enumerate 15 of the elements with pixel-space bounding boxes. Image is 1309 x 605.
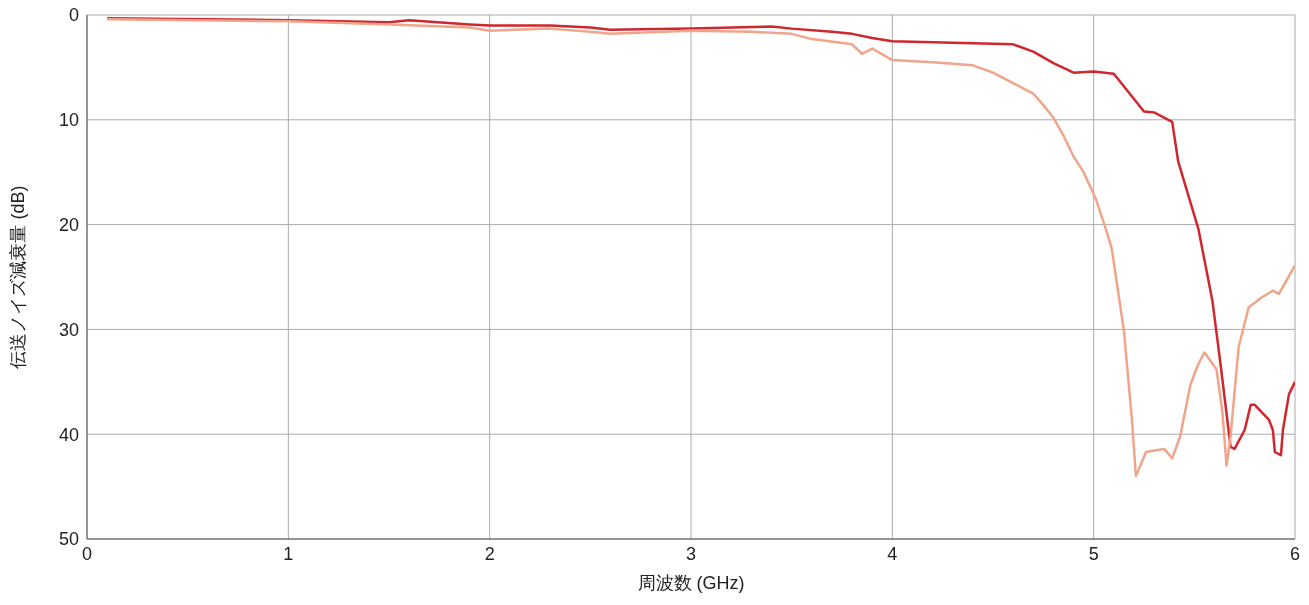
x-tick-label: 2 (484, 543, 495, 564)
x-axis-title: 周波数 (GHz) (637, 573, 745, 593)
y-tick-label: 0 (68, 5, 79, 26)
x-tick-label: 1 (283, 543, 294, 564)
x-tick-label: 3 (685, 543, 697, 564)
x-tick-label: 6 (1289, 543, 1301, 564)
x-tick-label: 4 (887, 543, 898, 564)
y-tick-label: 30 (58, 319, 79, 340)
y-axis-title: 伝送ノイズ減衰量 (dB) (8, 185, 29, 369)
x-tick-label: 0 (81, 543, 93, 564)
x-tick-label: 5 (1088, 543, 1099, 564)
y-tick-label: 50 (58, 529, 79, 550)
y-tick-label: 20 (58, 214, 79, 235)
y-tick-label: 10 (58, 110, 79, 131)
y-tick-label: 40 (58, 424, 79, 445)
